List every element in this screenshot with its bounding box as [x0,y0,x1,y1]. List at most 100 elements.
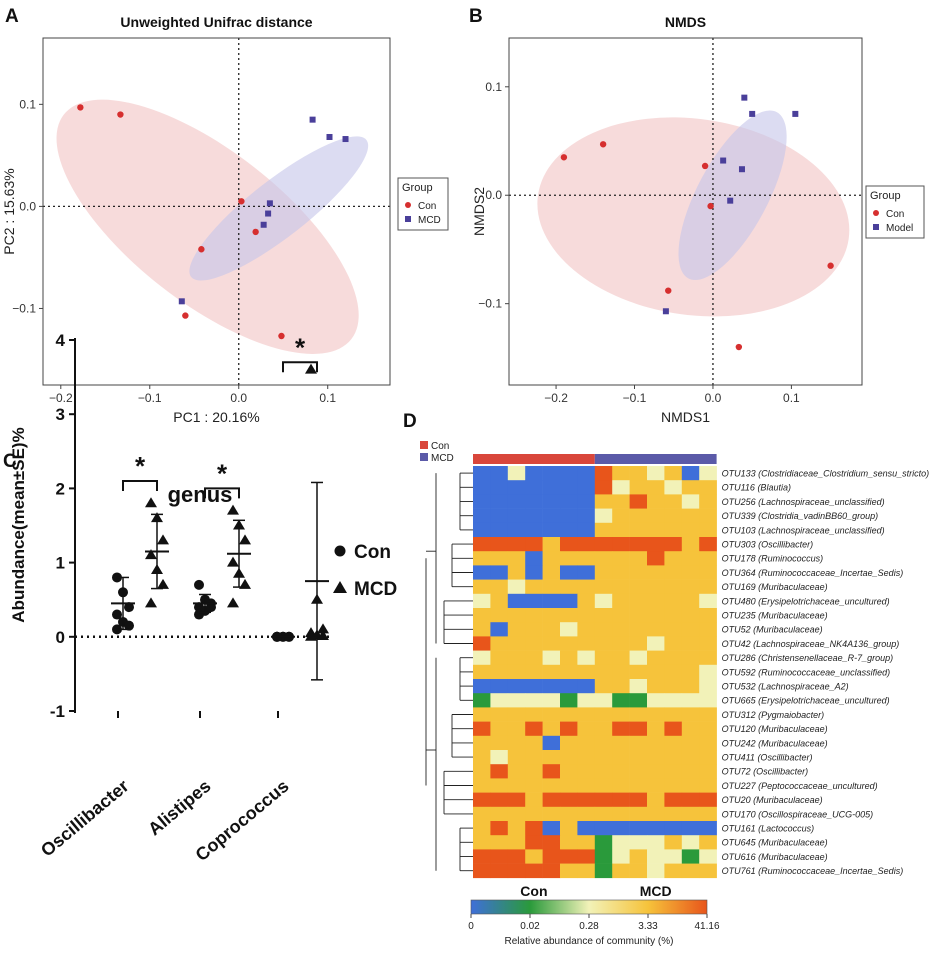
data-point-mcd [145,597,157,608]
plot-area [43,38,390,385]
data-point-mcd [260,221,267,228]
heatmap-cell [560,622,578,637]
heatmap-cell [490,508,509,524]
heatmap-cell [473,778,491,793]
heatmap-cell [542,522,561,538]
legend-marker-con [334,545,346,557]
heatmap-cell [681,579,700,595]
heatmap-row-label: OTU616 (Muribaculaceae) [722,852,828,862]
heatmap-cell [681,537,700,552]
heatmap-cell [699,650,717,666]
heatmap-cell [647,537,665,552]
heatmap-cell [612,664,630,680]
heatmap-cell [560,821,578,836]
heatmap-cell [664,863,683,879]
heatmap-cell [577,480,596,495]
heatmap-cell [473,636,491,651]
legend: Group Con MCD [397,177,449,231]
heatmap-cell [577,863,596,879]
heatmap-cell [594,494,613,509]
heatmap-cell [525,778,543,793]
heatmap-cell [612,593,630,609]
heatmap-cell [629,750,648,765]
heatmap-cell [473,679,491,694]
heatmap-cell [664,707,683,722]
heatmap-cell [560,721,578,737]
heatmap-cell [664,650,683,666]
colorbar-tick-label: 0.02 [520,921,540,932]
heatmap-cell [629,466,648,481]
heatmap-cell [699,522,717,538]
heatmap-cell [507,466,526,481]
panel-label: D [403,411,417,432]
heatmap-cell [473,565,491,580]
heatmap-cell [681,650,700,666]
heatmap-cell [647,835,665,850]
heatmap-cell [542,849,561,864]
heatmap-cell [699,835,717,850]
data-point-mcd [326,133,333,140]
heatmap-row-label: OTU161 (Lactococcus) [722,824,815,834]
heatmap-cell [681,565,700,580]
heatmap-cell [647,466,665,481]
y-axis-label: Abundance(mean±SE)% [9,427,28,622]
heatmap-cell [612,792,630,808]
heatmap-cell [560,664,578,680]
heatmap-row-label: OTU480 (Erysipelotrichaceae_uncultured) [722,596,890,606]
heatmap-cell [490,778,509,793]
heatmap-row-label: OTU256 (Lachnospiraceae_unclassified) [722,497,885,507]
heatmap-cell [507,551,526,566]
group-bar-con [473,454,595,464]
heatmap-row-label: OTU120 (Muribaculaceae) [722,724,828,734]
data-point-con [827,262,834,269]
colorbar-title: Relative abundance of community (%) [505,936,674,947]
heatmap-cell [681,764,700,779]
heatmap-cell [507,764,526,779]
heatmap-cell [560,707,578,722]
heatmap-cell [542,764,561,779]
heatmap-cell [473,466,491,481]
data-point-con [124,602,134,613]
legend: Group Con Model [865,185,925,239]
data-point-mcd [317,630,329,641]
chart-title: genus [168,482,233,507]
heatmap-cell [629,778,648,793]
heatmap-cell [594,707,613,722]
heatmap-cell [664,466,683,481]
heatmap-row-label: OTU235 (Muribaculaceae) [722,611,828,621]
heatmap-cell [647,622,665,637]
heatmap-cell [560,593,578,609]
heatmap-cell [664,821,683,836]
heatmap-cell [577,622,596,637]
heatmap-cell [647,806,665,822]
heatmap-cell [525,707,543,722]
heatmap-cell [490,863,509,879]
data-point-con [665,287,672,294]
heatmap-cell [681,693,700,708]
heatmap-cell [473,792,491,808]
data-point-con [278,332,285,340]
heatmap-cell [525,650,543,666]
x-tick-label: 0.1 [319,391,336,405]
heatmap-cell [612,636,630,651]
heatmap-cell [681,480,700,495]
heatmap-cell [647,636,665,651]
heatmap-cell [664,551,683,566]
legend-label-mcd: MCD [354,579,397,600]
heatmap-cell [525,863,543,879]
heatmap-cell [629,664,648,680]
y-tick-label: −0.1 [12,301,36,315]
heatmap-cell [490,750,509,765]
heatmap-cell [560,735,578,751]
heatmap-cell [577,508,596,524]
heatmap-cell [542,778,561,793]
heatmap-cell [594,551,613,566]
heatmap-cell [525,537,543,552]
heatmap-cell [542,650,561,666]
heatmap-cell [542,565,561,580]
heatmap-cell [647,764,665,779]
heatmap-cell [507,806,526,822]
confidence-ellipse-model [678,110,787,280]
heatmap-cell [490,835,509,850]
heatmap-cell [507,593,526,609]
